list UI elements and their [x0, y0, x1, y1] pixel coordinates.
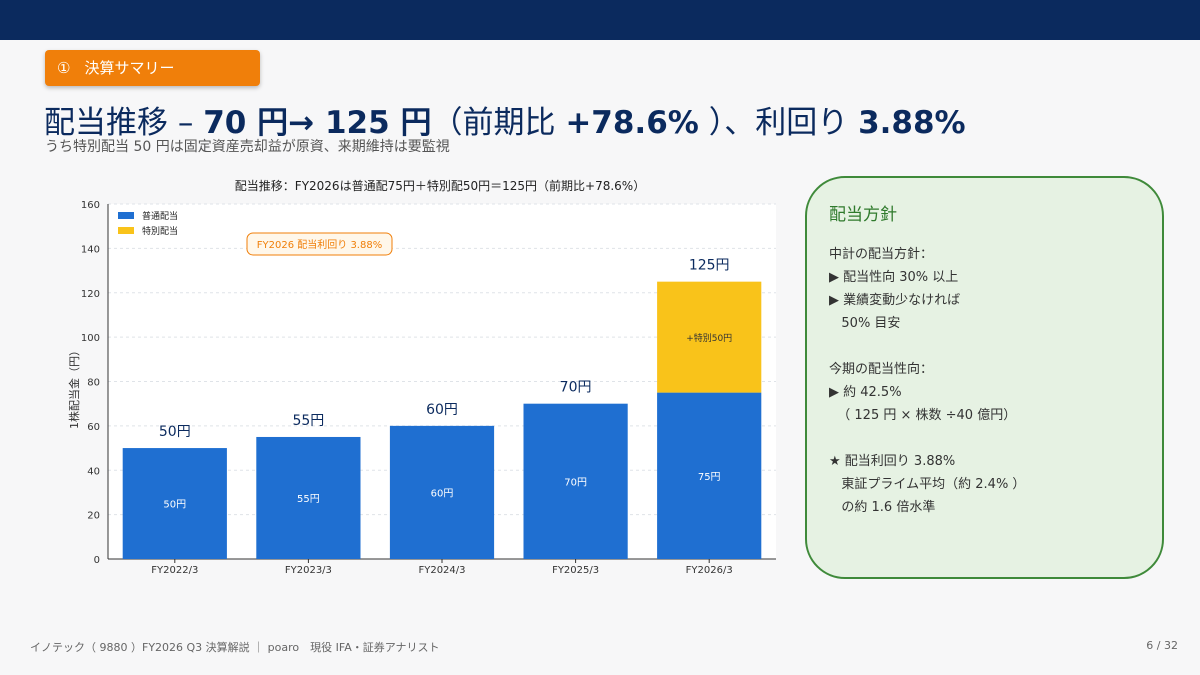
- top-banner: [0, 0, 1200, 40]
- bar-regular: [523, 403, 628, 559]
- bar-regular: [389, 425, 495, 559]
- legend-label: 特別配当: [142, 225, 178, 237]
- y-tick-label: 40: [87, 466, 100, 477]
- bar-regular: [256, 436, 361, 559]
- policy-line: の約 1.6 倍水準: [829, 500, 936, 515]
- policy-line: 中計の配当方針：: [829, 247, 934, 262]
- policy-line: 50% 目安: [829, 316, 901, 331]
- policy-line: [829, 335, 1140, 358]
- policy-line: [829, 427, 1140, 450]
- bar-special: [657, 281, 762, 393]
- legend-swatch: [118, 212, 134, 219]
- dividend-chart-svg: 配当推移：FY2026は普通配75円＋特別配50円＝125円（前期比+78.6%…: [67, 178, 776, 576]
- y-tick-label: 160: [81, 200, 100, 211]
- y-tick-label: 120: [81, 289, 100, 300]
- x-tick-label: FY2026/3: [686, 565, 733, 576]
- x-tick-label: FY2024/3: [418, 565, 465, 576]
- bar-total-label: 60円: [426, 402, 458, 418]
- section-label: 決算サマリー: [84, 59, 175, 77]
- section-tag: ① 決算サマリー: [45, 50, 260, 86]
- policy-line: 東証プライム平均（約 2.4% ）: [829, 477, 1026, 492]
- policy-line: ★ 配当利回り 3.88%: [829, 454, 956, 469]
- y-tick-label: 20: [87, 511, 100, 522]
- y-tick-label: 80: [87, 378, 100, 389]
- y-tick-label: 100: [81, 333, 100, 344]
- bar-total-label: 70円: [560, 380, 592, 396]
- page-title: 配当推移 – 70 円→ 125 円（前期比 +78.6% ）、利回り 3.88…: [44, 97, 966, 142]
- annotation-box: [246, 232, 393, 256]
- bar-regular-label: 70円: [564, 477, 587, 488]
- footer-source: イノテック（ 9880 ）FY2026 Q3 決算解説 ｜ poaro 現役 I…: [30, 641, 440, 654]
- dividend-policy-panel: 配当方針 中計の配当方針： ▶ 配当性向 30% 以上 ▶ 業績変動少なければ …: [805, 176, 1164, 579]
- legend-label: 普通配当: [142, 210, 178, 222]
- chart-y-axis-label: 1株配当金（円）: [67, 345, 81, 429]
- bar-regular-label: 60円: [431, 488, 454, 499]
- headline-prefix: 配当推移 –: [44, 105, 204, 141]
- y-tick-label: 0: [94, 555, 100, 566]
- annotation-text: FY2026 配当利回り 3.88%: [257, 238, 382, 251]
- headline-paren-open: （前期比: [431, 105, 566, 141]
- headline-to: 125 円: [324, 105, 432, 141]
- section-number: ①: [57, 59, 71, 77]
- headline-yield: 3.88%: [858, 105, 966, 141]
- policy-title: 配当方針: [829, 205, 897, 225]
- policy-line: ▶ 配当性向 30% 以上: [829, 270, 959, 285]
- policy-line: ▶ 業績変動少なければ: [829, 293, 961, 308]
- headline-from: 70 円: [203, 105, 289, 141]
- dividend-chart: 配当推移：FY2026は普通配75円＋特別配50円＝125円（前期比+78.6%…: [30, 170, 790, 580]
- x-tick-label: FY2023/3: [285, 565, 332, 576]
- bar-regular-label: 75円: [698, 472, 721, 483]
- page-number: 6 / 32: [1146, 639, 1178, 652]
- bar-regular: [657, 392, 762, 559]
- bar-special-label: +特別50円: [686, 332, 732, 344]
- y-tick-label: 60: [87, 422, 100, 433]
- bar-regular-label: 55円: [297, 494, 320, 505]
- chart-title: 配当推移：FY2026は普通配75円＋特別配50円＝125円（前期比+78.6%…: [235, 178, 645, 193]
- policy-line: （ 125 円 × 株数 ÷40 億円）: [829, 408, 1017, 423]
- headline-change: +78.6%: [565, 105, 699, 141]
- bar-total-label: 55円: [292, 413, 324, 429]
- y-tick-label: 140: [81, 244, 100, 255]
- bar-regular: [122, 448, 227, 559]
- x-tick-label: FY2022/3: [151, 565, 198, 576]
- legend-swatch: [118, 227, 134, 234]
- policy-line: 今期の配当性向：: [829, 362, 934, 377]
- headline-arrow: →: [288, 105, 325, 141]
- bar-total-label: 125円: [689, 258, 730, 274]
- policy-lines: 中計の配当方針： ▶ 配当性向 30% 以上 ▶ 業績変動少なければ 50% 目…: [829, 243, 1140, 519]
- page-subtitle: うち特別配当 50 円は固定資産売却益が原資、来期維持は要監視: [45, 139, 450, 155]
- headline-paren-close: ）、利回り: [698, 105, 859, 141]
- x-tick-label: FY2025/3: [552, 565, 599, 576]
- bar-total-label: 50円: [159, 424, 191, 440]
- policy-line: ▶ 約 42.5%: [829, 385, 902, 400]
- bar-regular-label: 50円: [163, 500, 186, 511]
